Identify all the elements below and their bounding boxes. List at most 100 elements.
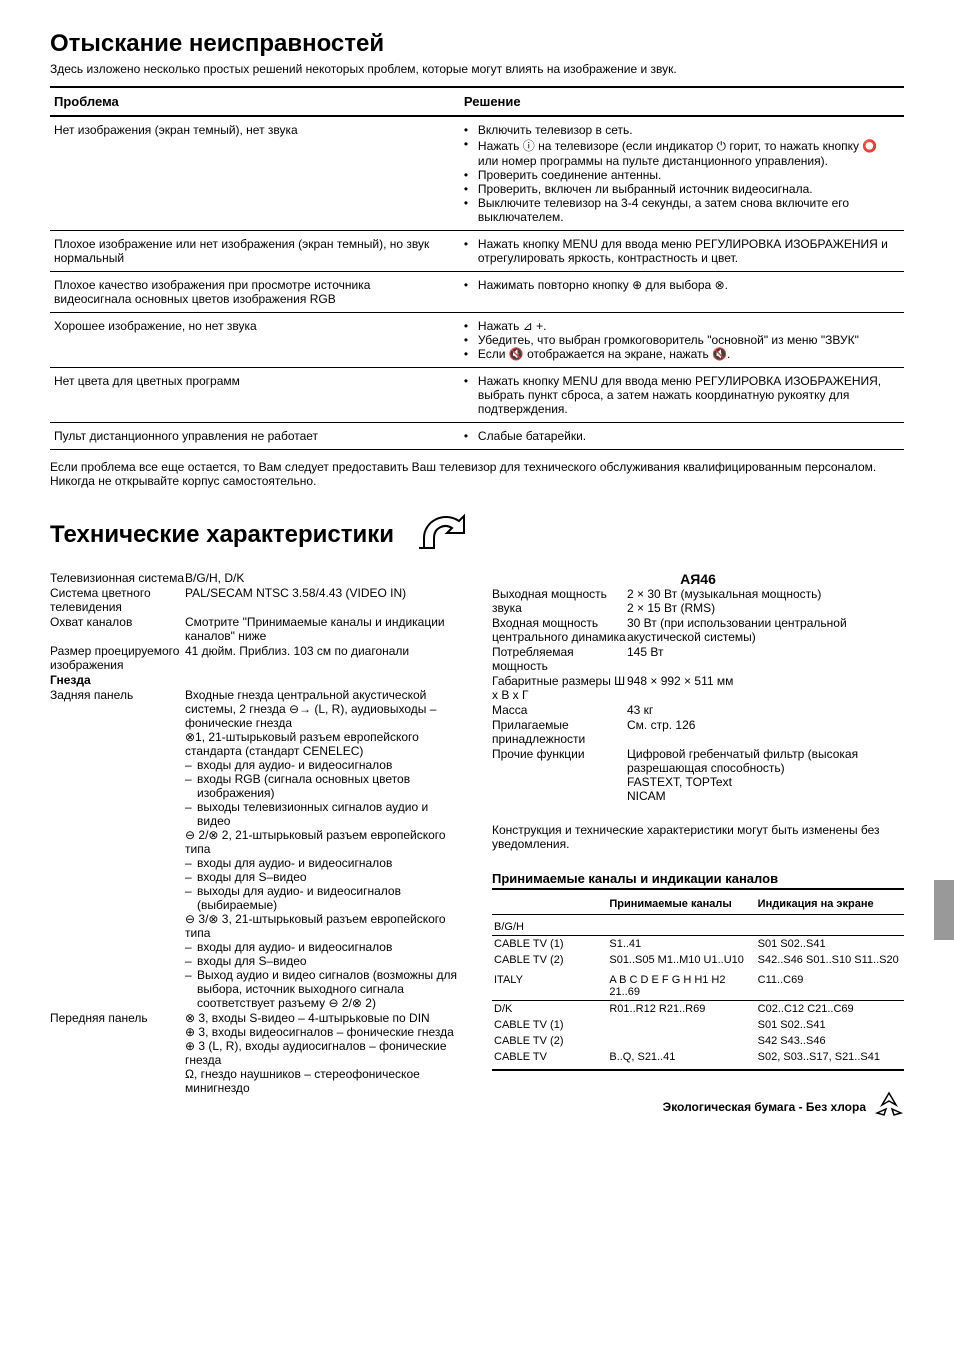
chan-cell: B..Q, S21..41	[607, 1049, 755, 1070]
chan-cell: CABLE TV (1)	[492, 1017, 607, 1033]
chan-cell: S42..S46 S01..S10 S11..S20	[756, 952, 904, 968]
chan-cell: S01 S02..S41	[756, 1017, 904, 1033]
specs-left-column: Телевизионная системаB/G/H, D/K Система …	[50, 571, 462, 1122]
spec-label: Входная мощность центрального динамика	[492, 616, 627, 644]
chan-cell: CABLE TV (2)	[492, 1033, 607, 1049]
conn-item: входы RGB (сигнала основных цветов изобр…	[185, 772, 462, 800]
disclaimer: Конструкция и технические характеристики…	[492, 823, 904, 851]
channels-table: Принимаемые каналы Индикация на экране B…	[492, 894, 904, 1071]
chan-cell: CABLE TV (2)	[492, 952, 607, 968]
solution-item: Слабые батарейки.	[464, 429, 900, 443]
rear-conn1: ⊗1, 21-штырьковый разъем европейского ст…	[185, 730, 419, 758]
spec-value: См. стр. 126	[627, 718, 904, 746]
spec-value: B/G/H, D/K	[185, 571, 462, 585]
conn-item: выходы телевизионных сигналов аудио и ви…	[185, 800, 462, 828]
solution-cell: Слабые батарейки.	[460, 423, 904, 450]
chan-th: Принимаемые каналы	[607, 894, 755, 915]
chan-cell: C02..C12 C21..C69	[756, 1001, 904, 1018]
spec-value: Смотрите "Принимаемые каналы и индикации…	[185, 615, 462, 643]
chan-cell	[607, 1017, 755, 1033]
spec-value: 41 дюйм. Приблиз. 103 см по диагонали	[185, 644, 462, 672]
rear-conn3: ⊖ 3/⊗ 3, 21-штырьковый разъем европейско…	[185, 912, 446, 940]
spec-label: Потребляемая мощность	[492, 645, 627, 673]
chan-cell: S01..S05 M1..M10 U1..U10	[607, 952, 755, 968]
spec-label: Масса	[492, 703, 627, 717]
solution-cell: Нажать кнопку MENU для ввода меню РЕГУЛИ…	[460, 231, 904, 272]
conn-item: входы для S–видео	[185, 870, 462, 884]
page-tab	[934, 880, 954, 940]
problem-cell: Нет цвета для цветных программ	[50, 368, 460, 423]
specs-right-column: АЯ46 Выходная мощность звука2 × 30 Вт (м…	[492, 571, 904, 1122]
chan-cell: CABLE TV	[492, 1049, 607, 1070]
problem-cell: Хорошее изображение, но нет звука	[50, 313, 460, 368]
chan-section: B/G/H	[492, 915, 904, 936]
chan-th: Индикация на экране	[756, 894, 904, 915]
spec-value: 30 Вт (при использовании центральной аку…	[627, 616, 904, 644]
spec-value: 145 Вт	[627, 645, 904, 673]
th-problem: Проблема	[50, 87, 460, 116]
eco-footer: Экологическая бумага - Без хлора	[492, 1091, 904, 1122]
th-solution: Решение	[460, 87, 904, 116]
spec-label: Габаритные размеры Ш x В x Г	[492, 674, 627, 702]
solution-item: Если 🔇 отображается на экране, нажать 🔇.	[464, 347, 900, 361]
spec-label: Система цветного телевидения	[50, 586, 185, 614]
solution-item: Нажать кнопку MENU для ввода меню РЕГУЛИ…	[464, 237, 900, 265]
solution-item: Нажать кнопку MENU для ввода меню РЕГУЛИ…	[464, 374, 900, 416]
rear-intro: Входные гнезда центральной акустической …	[185, 688, 436, 730]
conn-item: выходы для аудио- и видеосигналов (выбир…	[185, 884, 462, 912]
solution-item: Проверить, включен ли выбранный источник…	[464, 182, 900, 196]
chan-cell: A B C D E F G H H1 H2 21..69	[607, 968, 755, 1001]
chan-cell: S1..41	[607, 936, 755, 953]
solution-cell: Нажать ⊿ +.Убедитеь, что выбран громкого…	[460, 313, 904, 368]
eco-text: Экологическая бумага - Без хлора	[663, 1100, 866, 1114]
recycle-icon	[414, 513, 474, 561]
spec-label: Задняя панель	[50, 688, 185, 1010]
spec-label: Прилагаемые принадлежности	[492, 718, 627, 746]
spec-value: PAL/SECAM NTSC 3.58/4.43 (VIDEO IN)	[185, 586, 462, 614]
spec-label: Охват каналов	[50, 615, 185, 643]
solution-item: Нажимать повторно кнопку ⊕ для выбора ⊗.	[464, 278, 900, 292]
rear-conn2: ⊖ 2/⊗ 2, 21-штырьковый разъем европейско…	[185, 828, 446, 856]
chan-section: D/K	[492, 1001, 607, 1018]
solution-cell: Нажать кнопку MENU для ввода меню РЕГУЛИ…	[460, 368, 904, 423]
spec-label: Выходная мощность звука	[492, 587, 627, 615]
solution-item: Убедитеь, что выбран громкоговоритель "о…	[464, 333, 900, 347]
spec-value: Цифровой гребенчатый фильтр (высокая раз…	[627, 747, 904, 803]
problem-cell: Нет изображения (экран темный), нет звук…	[50, 116, 460, 231]
problem-cell: Плохое изображение или нет изображения (…	[50, 231, 460, 272]
conn-item: входы для аудио- и видеосигналов	[185, 758, 462, 772]
spec-label: Телевизионная система	[50, 571, 185, 585]
conn-item: Выход аудио и видео сигналов (возможны д…	[185, 968, 462, 1010]
troubleshooting-table: Проблема Решение Нет изображения (экран …	[50, 86, 904, 450]
recycle-label: АЯ46	[492, 571, 904, 587]
chan-cell: CABLE TV (1)	[492, 936, 607, 953]
conn-item: входы для S–видео	[185, 954, 462, 968]
sockets-header: Гнезда	[50, 673, 185, 687]
spec-label: Передняя панель	[50, 1011, 185, 1095]
conn-item: входы для аудио- и видеосигналов	[185, 856, 462, 870]
note-text: Если проблема все еще остается, то Вам с…	[50, 460, 904, 488]
spec-value: 2 × 30 Вт (музыкальная мощность) 2 × 15 …	[627, 587, 904, 615]
solution-item: Выключите телевизор на 3-4 секунды, а за…	[464, 196, 900, 224]
spec-value: ⊗ 3, входы S-видео – 4-штырьковые по DIN…	[185, 1011, 462, 1095]
chan-th	[492, 894, 607, 915]
chan-cell	[607, 1033, 755, 1049]
solution-item: Нажать ⓘ на телевизоре (если индикатор ⏻…	[464, 137, 900, 168]
spec-label: Размер проецируемого изображения	[50, 644, 185, 672]
solution-cell: Нажимать повторно кнопку ⊕ для выбора ⊗.	[460, 272, 904, 313]
problem-cell: Пульт дистанционного управления не работ…	[50, 423, 460, 450]
solution-item: Включить телевизор в сеть.	[464, 123, 900, 137]
chan-cell: S02, S03..S17, S21..S41	[756, 1049, 904, 1070]
conn-item: входы для аудио- и видеосигналов	[185, 940, 462, 954]
chan-cell: S42 S43..S46	[756, 1033, 904, 1049]
spec-label: Прочие функции	[492, 747, 627, 803]
solution-item: Проверить соединение антенны.	[464, 168, 900, 182]
spec-value: 43 кг	[627, 703, 904, 717]
chan-cell: R01..R12 R21..R69	[607, 1001, 755, 1018]
spec-value: 948 × 992 × 511 мм	[627, 674, 904, 702]
eco-icon	[874, 1091, 904, 1122]
page-title-1: Отыскание неисправностей	[50, 30, 904, 58]
solution-cell: Включить телевизор в сеть.Нажать ⓘ на те…	[460, 116, 904, 231]
chan-cell: C11..C69	[756, 968, 904, 1001]
problem-cell: Плохое качество изображения при просмотр…	[50, 272, 460, 313]
